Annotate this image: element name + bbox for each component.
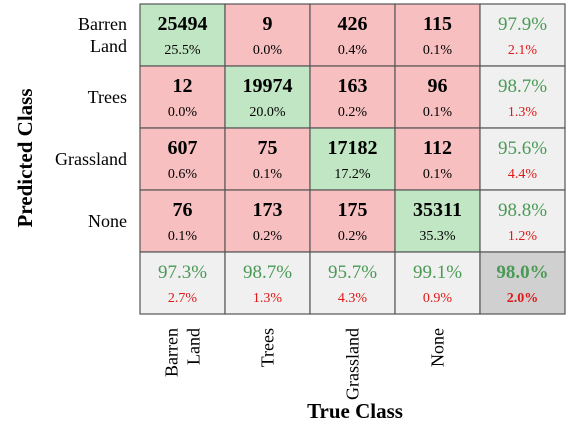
row-tick-label: Trees — [88, 87, 127, 107]
row-error: 1.2% — [508, 229, 538, 244]
matrix-cell — [394, 127, 481, 191]
cell-count: 75 — [258, 137, 278, 159]
matrix-cell — [309, 3, 396, 67]
col-error: 0.9% — [423, 291, 453, 306]
row-summary-cell — [479, 127, 566, 191]
cell-count: 175 — [338, 199, 368, 221]
row-error: 1.3% — [508, 105, 538, 120]
cell-percent: 25.5% — [164, 43, 201, 58]
cell-count: 25494 — [158, 13, 208, 35]
cell-count: 163 — [338, 75, 368, 97]
cell-count: 12 — [173, 75, 193, 97]
row-tick-label: None — [88, 211, 127, 231]
cell-percent: 0.2% — [253, 229, 283, 244]
row-error: 2.1% — [508, 43, 538, 58]
row-summary-cell — [479, 189, 566, 253]
col-tick-label: Grassland — [343, 328, 363, 400]
overall-accuracy: 98.0% — [496, 262, 548, 283]
cell-percent: 35.3% — [419, 229, 456, 244]
cell-percent: 17.2% — [334, 167, 371, 182]
cell-percent: 0.0% — [168, 105, 198, 120]
matrix-cell — [224, 3, 311, 67]
matrix-cell — [224, 65, 311, 129]
cell-percent: 0.6% — [168, 167, 198, 182]
cell-count: 173 — [253, 199, 283, 221]
row-summary-cell — [479, 3, 566, 67]
cell-percent: 0.2% — [338, 229, 368, 244]
cell-count: 17182 — [328, 137, 378, 159]
cell-count: 426 — [338, 13, 368, 35]
col-accuracy: 99.1% — [413, 262, 462, 283]
matrix-cell — [224, 127, 311, 191]
cell-count: 96 — [428, 75, 448, 97]
cell-count: 607 — [168, 137, 198, 159]
cell-percent: 0.0% — [253, 43, 283, 58]
cell-percent: 0.2% — [338, 105, 368, 120]
cell-count: 19974 — [243, 75, 293, 97]
cell-percent: 0.4% — [338, 43, 368, 58]
row-accuracy: 97.9% — [498, 14, 547, 35]
col-tick-label: None — [428, 328, 448, 367]
cell-count: 112 — [423, 137, 452, 159]
col-error: 2.7% — [168, 291, 198, 306]
matrix-cell — [224, 189, 311, 253]
cell-percent: 0.1% — [423, 43, 453, 58]
col-error: 1.3% — [253, 291, 283, 306]
matrix-cell — [394, 189, 481, 253]
col-accuracy: 95.7% — [328, 262, 377, 283]
cell-count: 115 — [423, 13, 452, 35]
col-tick-label: Trees — [258, 328, 278, 367]
row-accuracy: 95.6% — [498, 138, 547, 159]
col-tick-label: Barren — [162, 328, 182, 377]
row-summary-cell — [479, 65, 566, 129]
matrix-cell — [394, 65, 481, 129]
col-summary-cell — [224, 251, 311, 315]
row-tick-label: Grassland — [55, 149, 127, 169]
cell-count: 35311 — [413, 199, 462, 221]
row-accuracy: 98.8% — [498, 200, 547, 221]
row-error: 4.4% — [508, 167, 538, 182]
cell-percent: 20.0% — [249, 105, 286, 120]
col-summary-cell — [309, 251, 396, 315]
row-accuracy: 98.7% — [498, 76, 547, 97]
matrix-cell — [139, 3, 226, 67]
cell-count: 76 — [173, 199, 193, 221]
col-accuracy: 97.3% — [158, 262, 207, 283]
col-tick-label: Land — [184, 328, 204, 365]
x-axis-title: True Class — [307, 399, 403, 423]
cell-percent: 0.1% — [253, 167, 283, 182]
cell-percent: 0.1% — [423, 167, 453, 182]
overall-cell — [479, 251, 566, 315]
col-error: 4.3% — [338, 291, 368, 306]
col-summary-cell — [139, 251, 226, 315]
y-axis-title: Predicted Class — [13, 88, 37, 227]
cell-percent: 0.1% — [168, 229, 198, 244]
row-tick-label: Barren — [78, 14, 127, 34]
cell-count: 9 — [263, 13, 273, 35]
overall-error: 2.0% — [507, 291, 539, 306]
cell-percent: 0.1% — [423, 105, 453, 120]
row-tick-label: Land — [90, 36, 127, 56]
col-accuracy: 98.7% — [243, 262, 292, 283]
